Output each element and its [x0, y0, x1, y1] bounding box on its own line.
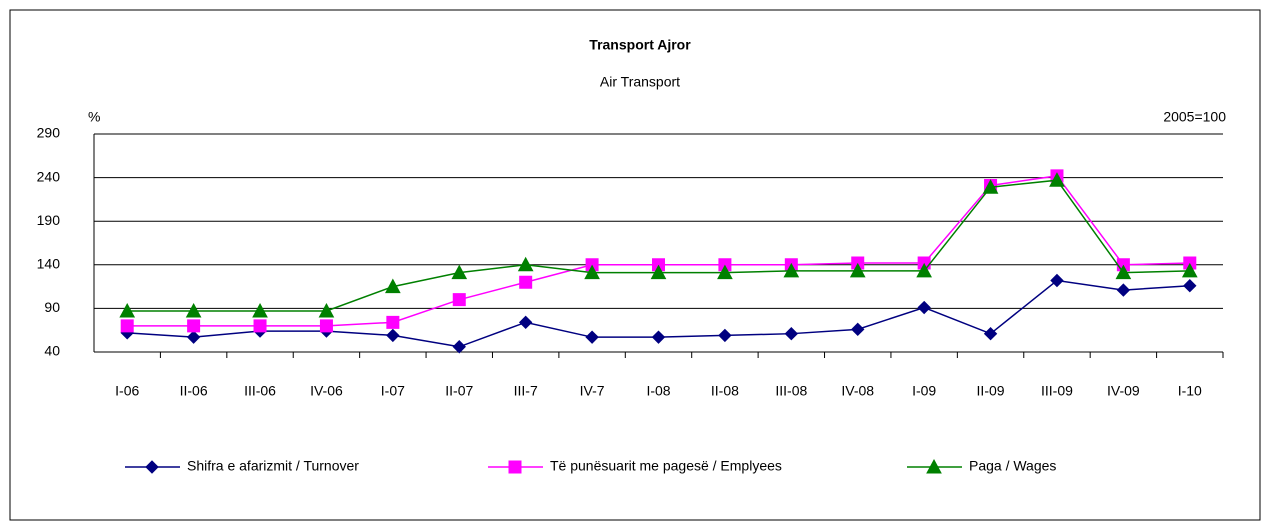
data-point — [452, 293, 466, 307]
x-tick-label: I-07 — [381, 383, 405, 399]
chart-subtitle: Air Transport — [600, 74, 680, 90]
data-point — [1181, 262, 1198, 278]
data-point — [982, 179, 999, 194]
x-tick-label: IV-08 — [841, 383, 874, 399]
data-point — [120, 319, 134, 333]
x-tick-label: IV-09 — [1107, 383, 1140, 399]
data-point — [585, 330, 599, 344]
x-tick-label: II-09 — [977, 383, 1005, 399]
chart-title: Transport Ajror — [589, 37, 691, 53]
data-point — [651, 330, 666, 344]
y-tick-label: 40 — [44, 343, 60, 359]
legend-marker — [145, 460, 159, 474]
data-point — [650, 264, 667, 280]
data-point — [386, 315, 400, 329]
data-point — [519, 275, 533, 289]
data-point — [452, 340, 466, 354]
x-tick-label: III-08 — [775, 383, 807, 399]
data-point — [518, 315, 533, 330]
data-point — [187, 319, 201, 333]
y-tick-label: 190 — [37, 212, 61, 228]
legend-marker — [508, 460, 522, 474]
data-point — [851, 322, 865, 337]
data-point — [185, 302, 202, 318]
data-point — [784, 326, 799, 341]
data-point — [119, 302, 136, 318]
data-point — [1049, 172, 1065, 187]
y-tick-label: 290 — [37, 125, 61, 141]
data-point — [1050, 273, 1064, 288]
data-point — [584, 264, 600, 280]
x-tick-label: I-08 — [646, 383, 670, 399]
x-tick-label: III-06 — [244, 383, 276, 399]
data-point — [253, 319, 267, 333]
data-point — [1115, 264, 1132, 280]
x-tick-label: I-09 — [912, 383, 936, 399]
data-point — [252, 302, 268, 318]
data-point — [849, 262, 866, 278]
data-point — [451, 264, 468, 280]
x-tick-label: II-06 — [180, 383, 208, 399]
data-point — [318, 302, 335, 318]
data-point — [718, 328, 732, 343]
x-tick-label: IV-7 — [580, 383, 605, 399]
data-point — [916, 262, 932, 278]
x-tick-label: II-08 — [711, 383, 739, 399]
x-tick-label: II-07 — [445, 383, 473, 399]
data-point — [186, 330, 201, 344]
y-tick-label: 90 — [44, 299, 60, 315]
x-tick-label: III-7 — [514, 383, 538, 399]
legend-label: Shifra e afarizmit / Turnover — [187, 458, 359, 474]
data-point — [917, 300, 931, 315]
legend-label: Paga / Wages — [969, 458, 1056, 474]
y-axis-label: % — [88, 109, 100, 125]
legend-marker — [926, 458, 942, 474]
data-point — [1116, 283, 1131, 297]
data-point — [717, 264, 733, 280]
data-point — [319, 319, 333, 333]
data-point — [983, 326, 998, 341]
x-tick-label: I-06 — [115, 383, 139, 399]
x-tick-label: III-09 — [1041, 383, 1073, 399]
y-tick-label: 240 — [37, 168, 61, 184]
legend-label: Të punësuarit me pagesë / Emplyees — [550, 458, 782, 474]
x-tick-label: I-10 — [1178, 383, 1202, 399]
data-point — [1183, 279, 1197, 293]
x-tick-label: IV-06 — [310, 383, 343, 399]
data-point — [783, 262, 800, 278]
data-point — [386, 328, 400, 343]
y-tick-label: 140 — [37, 256, 61, 272]
annotation: 2005=100 — [1163, 109, 1226, 125]
data-point — [517, 256, 534, 272]
data-point — [385, 278, 401, 294]
